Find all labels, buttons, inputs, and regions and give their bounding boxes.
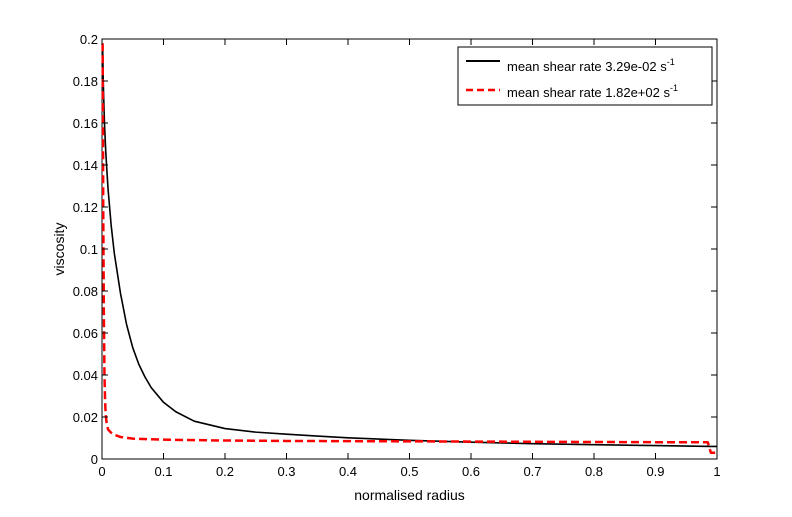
legend-entry-series-2: mean shear rate 1.82e+02 s-1	[507, 83, 678, 100]
y-tick-label: 0.18	[73, 74, 98, 89]
x-tick-label: 0.2	[216, 464, 234, 479]
y-tick-label: 0.06	[73, 326, 98, 341]
legend: mean shear rate 3.29e-02 s-1 mean shear …	[457, 46, 713, 106]
y-tick-label: 0.04	[73, 368, 98, 383]
y-tick-label: 0.14	[73, 158, 98, 173]
x-tick-label: 0	[98, 464, 105, 479]
x-tick-label: 0.1	[154, 464, 172, 479]
x-tick-label: 1	[713, 464, 720, 479]
y-axis-title: viscosity	[51, 223, 67, 276]
legend-box	[457, 46, 713, 106]
y-tick-label: 0.12	[73, 200, 98, 215]
y-tick-label: 0.16	[73, 116, 98, 131]
y-tick-label: 0	[91, 452, 98, 467]
y-tick-label: 0.2	[80, 32, 98, 47]
y-tick-label: 0.08	[73, 284, 98, 299]
x-tick-label: 0.5	[400, 464, 418, 479]
legend-entry-series-1: mean shear rate 3.29e-02 s-1	[507, 57, 675, 74]
x-axis-title: normalised radius	[354, 487, 465, 503]
plot-area: 0 0.1 0.2 0.3 0.4 0.5 0.6 0.7 0.8 0.9 1 0 0.02 0.04 0.…	[73, 32, 721, 479]
axes-box	[101, 38, 718, 460]
x-tick-label: 0.3	[277, 464, 295, 479]
x-tick-label: 0.7	[523, 464, 541, 479]
x-tick-label: 0.4	[339, 464, 357, 479]
y-tick-label: 0.02	[73, 410, 98, 425]
x-tick-label: 0.6	[462, 464, 480, 479]
axis-ticks: 0 0.1 0.2 0.3 0.4 0.5 0.6 0.7 0.8 0.9 1 0 0.02 0.04 0.…	[73, 32, 721, 479]
x-tick-label: 0.8	[585, 464, 603, 479]
y-tick-label: 0.1	[80, 242, 98, 257]
x-tick-label: 0.9	[646, 464, 664, 479]
